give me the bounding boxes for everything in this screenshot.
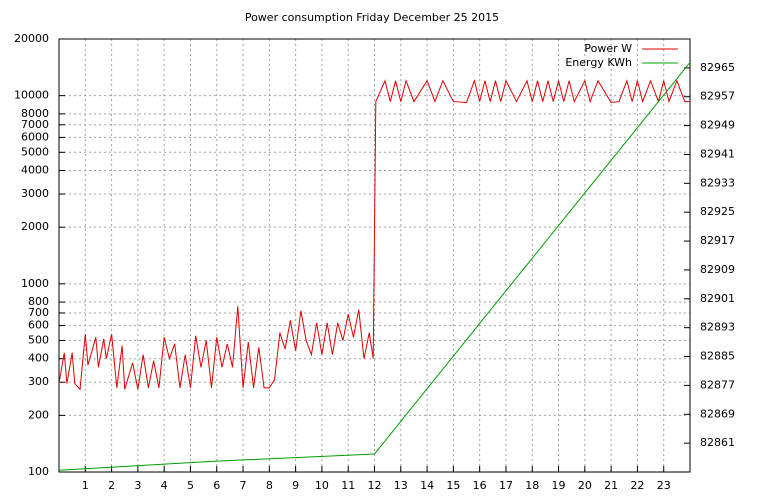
- y-tick-label: 300: [28, 375, 49, 388]
- y-tick-label: 6000: [21, 130, 49, 143]
- y2-tick-label: 82925: [700, 205, 735, 218]
- y2-tick-label: 82941: [700, 147, 735, 160]
- x-tick-label: 10: [315, 479, 329, 492]
- y2-tick-label: 82949: [700, 119, 735, 132]
- x-tick-label: 14: [420, 479, 434, 492]
- y2-tick-label: 82861: [700, 436, 735, 449]
- y-tick-label: 8000: [21, 107, 49, 120]
- x-tick-label: 3: [134, 479, 141, 492]
- y2-tick-label: 82965: [700, 61, 735, 74]
- y-tick-label: 5000: [21, 145, 49, 158]
- series-line: [58, 79, 690, 391]
- y-tick-label: 600: [28, 319, 49, 332]
- legend-label: Energy KWh: [565, 56, 632, 69]
- x-tick-label: 21: [604, 479, 618, 492]
- y2-tick-label: 82877: [700, 378, 735, 391]
- x-tick-label: 9: [292, 479, 299, 492]
- x-tick-label: 1: [82, 479, 89, 492]
- x-tick-label: 5: [187, 479, 194, 492]
- x-tick-label: 16: [473, 479, 487, 492]
- y2-tick-label: 82933: [700, 176, 735, 189]
- chart-title: Power consumption Friday December 25 201…: [245, 11, 499, 24]
- y-tick-label: 3000: [21, 187, 49, 200]
- x-tick-label: 18: [525, 479, 539, 492]
- y2-tick-label: 82869: [700, 407, 735, 420]
- y-tick-label: 4000: [21, 164, 49, 177]
- x-tick-label: 8: [266, 479, 273, 492]
- y2-tick-label: 82957: [700, 90, 735, 103]
- x-tick-label: 15: [446, 479, 460, 492]
- x-tick-label: 19: [552, 479, 566, 492]
- x-tick-label: 20: [578, 479, 592, 492]
- x-tick-label: 4: [161, 479, 168, 492]
- y-tick-label: 400: [28, 352, 49, 365]
- x-tick-label: 11: [341, 479, 355, 492]
- legend-label: Power W: [584, 42, 632, 55]
- y2-tick-label: 82901: [700, 292, 735, 305]
- plot-frame: [58, 38, 691, 473]
- x-tick-label: 23: [657, 479, 671, 492]
- x-tick-label: 13: [394, 479, 408, 492]
- x-tick-label: 22: [630, 479, 644, 492]
- x-tick-label: 17: [499, 479, 513, 492]
- y-tick-label: 1000: [21, 277, 49, 290]
- y-tick-label: 500: [28, 333, 49, 346]
- y2-tick-label: 82893: [700, 321, 735, 334]
- y-tick-label: 200: [28, 408, 49, 421]
- y-tick-label: 700: [28, 306, 49, 319]
- y2-tick-label: 82885: [700, 350, 735, 363]
- y2-tick-label: 82909: [700, 263, 735, 276]
- series-line: [58, 62, 691, 471]
- y-tick-label: 20000: [14, 32, 49, 45]
- y-tick-label: 800: [28, 295, 49, 308]
- y-tick-label: 7000: [21, 118, 49, 131]
- y2-tick-label: 82917: [700, 234, 735, 247]
- y-tick-label: 2000: [21, 220, 49, 233]
- x-tick-label: 2: [108, 479, 115, 492]
- x-tick-label: 12: [368, 479, 382, 492]
- x-tick-label: 6: [213, 479, 220, 492]
- y-tick-label: 100: [28, 465, 49, 478]
- x-tick-label: 7: [240, 479, 247, 492]
- y-tick-label: 10000: [14, 89, 49, 102]
